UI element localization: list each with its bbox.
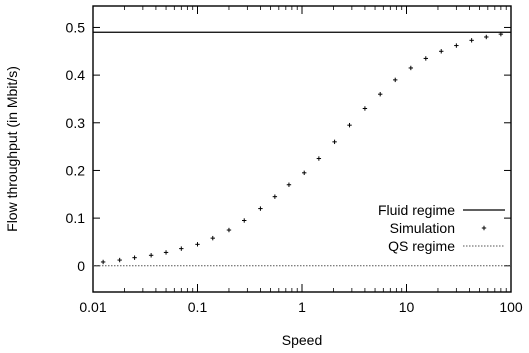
- legend-label-fluid-regime: Fluid regime: [378, 202, 455, 218]
- simulation-point: [469, 38, 474, 43]
- simulation-point: [132, 255, 137, 260]
- x-axis-ticks: 0.01 0.1 1 10 100: [79, 6, 523, 315]
- x-tick-label: 10: [399, 299, 415, 315]
- x-axis-title: Speed: [282, 332, 322, 348]
- simulation-point: [179, 246, 184, 251]
- simulation-point: [286, 182, 292, 187]
- legend-label-simulation: Simulation: [390, 220, 455, 236]
- legend-label-qs-regime: QS regime: [388, 238, 455, 254]
- series-layer: [93, 31, 511, 267]
- simulation-point: [439, 49, 444, 54]
- simulation-point: [362, 106, 368, 111]
- y-axis-ticks: 0 0.1 0.2 0.3 0.4 0.5: [66, 19, 511, 274]
- simulation-point: [272, 194, 278, 199]
- legend-swatch-simulation: [481, 225, 487, 231]
- y-tick-label: 0.3: [66, 115, 86, 131]
- x-tick-label: 0.01: [79, 299, 106, 315]
- x-tick-label: 100: [499, 299, 523, 315]
- simulation-point: [332, 139, 337, 145]
- simulation-point: [100, 259, 106, 265]
- simulation-point: [195, 242, 200, 247]
- y-tick-label: 0.5: [66, 19, 86, 35]
- simulation-point: [408, 65, 414, 71]
- x-tick-label: 0.1: [188, 299, 208, 315]
- simulation-point: [226, 227, 232, 233]
- simulation-point: [393, 77, 398, 83]
- simulation-point: [148, 253, 154, 258]
- legend: Fluid regime Simulation QS regime: [378, 202, 505, 254]
- y-tick-label: 0: [77, 258, 85, 274]
- simulation-point: [498, 31, 504, 37]
- simulation-point: [117, 257, 122, 263]
- y-tick-label: 0.2: [66, 162, 86, 178]
- simulation-point: [377, 91, 383, 97]
- y-tick-label: 0.4: [66, 67, 86, 83]
- simulation-point: [454, 43, 459, 48]
- simulation-point: [423, 56, 429, 61]
- simulation-point: [302, 170, 307, 176]
- y-tick-label: 0.1: [66, 210, 86, 226]
- simulation-point: [163, 250, 169, 255]
- simulation-point: [347, 122, 352, 128]
- simulation-point: [242, 218, 247, 223]
- simulation-point: [210, 235, 215, 241]
- simulation-point: [484, 34, 489, 40]
- simulation-point: [316, 156, 322, 161]
- y-axis-title: Flow throughput (in Mbit/s): [4, 66, 20, 232]
- simulation-point: [258, 206, 263, 211]
- x-tick-label: 1: [298, 299, 306, 315]
